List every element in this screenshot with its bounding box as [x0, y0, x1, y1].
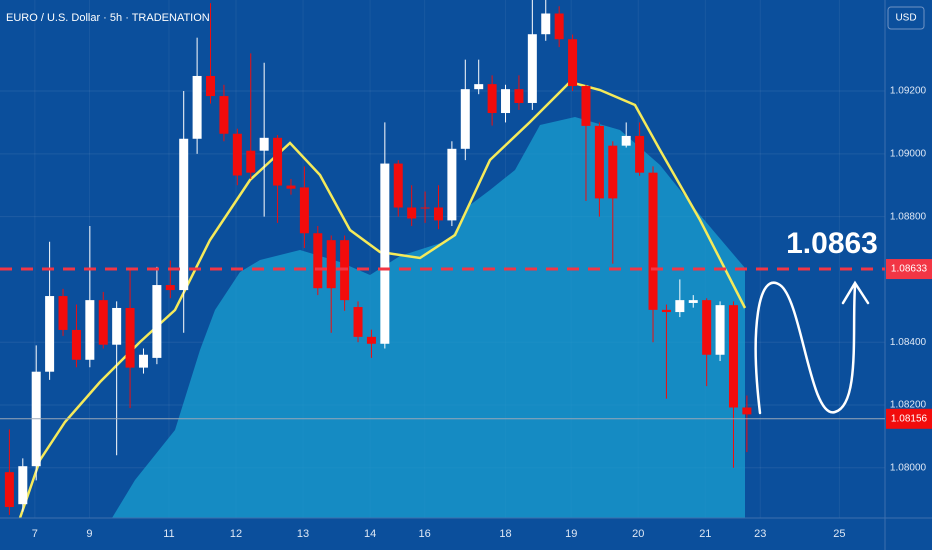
x-tick-label: 20 — [632, 528, 644, 540]
y-tick-label: 1.09200 — [890, 86, 927, 97]
candle-body — [326, 240, 336, 289]
candle-body — [206, 75, 216, 97]
indicators — [18, 80, 747, 519]
candle-body — [433, 207, 443, 221]
x-tick-label: 16 — [419, 528, 431, 540]
x-tick-label: 21 — [699, 528, 711, 540]
price-label-bg — [886, 259, 932, 280]
profile-area — [112, 117, 745, 518]
candle-body — [608, 145, 618, 199]
ema-line — [18, 80, 747, 519]
candle-body — [232, 133, 242, 176]
y-tick-label: 1.08200 — [890, 400, 927, 411]
candle-body — [635, 135, 645, 173]
x-tick-label: 23 — [754, 528, 766, 540]
candle-body — [353, 307, 363, 337]
candle-body — [273, 137, 283, 186]
x-tick-label: 11 — [163, 528, 174, 540]
candle-body — [71, 329, 81, 360]
candle-body — [702, 300, 712, 355]
price-label: 1.08156 — [891, 413, 928, 424]
x-tick-label: 7 — [32, 528, 38, 540]
y-tick-label: 1.08000 — [890, 462, 927, 473]
candle-body — [4, 472, 14, 508]
candle-body — [138, 354, 148, 368]
candle-body — [192, 75, 202, 139]
candle-body — [112, 307, 122, 345]
candle-body — [313, 233, 323, 289]
candle-body — [18, 466, 28, 505]
candle-body — [393, 163, 403, 208]
price-label: 1.08633 — [891, 264, 928, 275]
candle-body — [98, 300, 108, 345]
y-tick-label: 1.09000 — [890, 148, 927, 159]
candle-body — [648, 172, 658, 310]
candle-body — [299, 187, 309, 234]
candle-body — [487, 84, 497, 114]
candle-body — [568, 39, 578, 87]
candle-body — [581, 86, 591, 126]
candle-body — [661, 309, 671, 313]
chart-title: EURO / U.S. Dollar · 5h · TRADENATION — [6, 12, 210, 24]
candle-body — [447, 148, 457, 221]
candle-body — [219, 96, 229, 134]
hand-drawn-arrow — [754, 280, 870, 415]
candle-body — [45, 296, 55, 372]
candle-body — [501, 89, 511, 114]
candle-body — [165, 285, 175, 291]
candle-body — [460, 89, 470, 149]
candle-body — [554, 13, 564, 40]
x-tick-label: 18 — [499, 528, 511, 540]
candle-body — [366, 336, 376, 344]
price-label-bg — [886, 408, 932, 429]
candle-body — [527, 34, 537, 103]
candle-body — [85, 300, 95, 360]
candle-body — [179, 138, 189, 291]
candle-body — [259, 137, 269, 151]
candle-body — [675, 300, 685, 313]
x-tick-label: 9 — [86, 528, 92, 540]
candle-body — [58, 296, 68, 330]
x-tick-label: 19 — [565, 528, 577, 540]
x-tick-label: 25 — [833, 528, 845, 540]
y-tick-label: 1.08800 — [890, 211, 927, 222]
candle-body — [541, 13, 551, 35]
currency-button[interactable] — [887, 6, 925, 30]
candle-body — [742, 407, 752, 415]
candle-body — [621, 135, 631, 146]
candle-body — [246, 150, 256, 173]
candle-body — [715, 305, 725, 355]
candle-body — [286, 185, 296, 189]
candle-body — [152, 285, 162, 358]
candle-body — [380, 163, 390, 344]
candle-body — [728, 305, 738, 408]
x-tick-label: 12 — [230, 528, 242, 540]
candle-body — [594, 125, 604, 199]
annotation: 1.0863 — [786, 227, 878, 260]
candle-body — [125, 307, 135, 368]
y-tick-label: 1.08400 — [890, 337, 927, 348]
x-tick-label: 13 — [297, 528, 309, 540]
candle-body — [514, 89, 524, 103]
candle-body — [420, 207, 430, 209]
currency-label[interactable]: USD — [895, 13, 916, 24]
candle-body — [688, 300, 698, 303]
x-tick-label: 14 — [364, 528, 376, 540]
candle-body — [474, 84, 484, 90]
candle-body — [407, 207, 417, 219]
